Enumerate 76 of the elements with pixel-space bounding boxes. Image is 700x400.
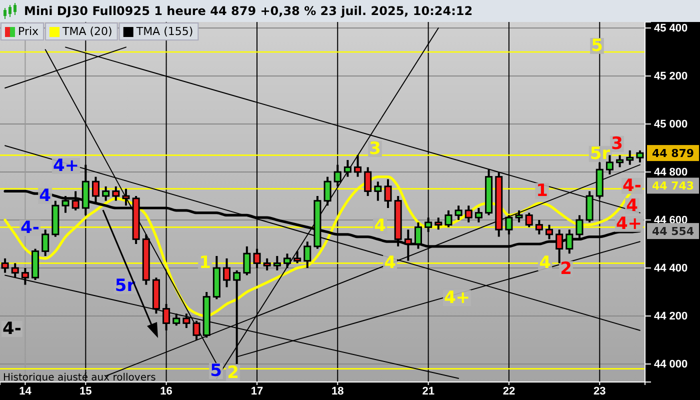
candlestick (112, 185, 120, 202)
annotation: 1 (199, 252, 211, 273)
annotation: 4+ (444, 288, 470, 308)
candlestick (454, 204, 462, 221)
candlestick (384, 178, 392, 209)
y-tick-label: 44 200 (654, 310, 688, 323)
candlestick (172, 312, 180, 327)
candlestick (576, 214, 584, 240)
candlestick (474, 207, 482, 224)
x-tick-label: 15 (80, 386, 92, 398)
candlestick (283, 252, 291, 269)
candlestick (374, 180, 382, 202)
candlestick (535, 219, 543, 236)
annotation: 4 (626, 196, 638, 216)
candlestick (464, 204, 472, 224)
x-tick-label: 16 (160, 386, 172, 398)
x-tick-label: 22 (502, 386, 516, 398)
candlestick (616, 154, 624, 168)
annotation: 5 (210, 360, 222, 381)
candlestick (102, 185, 110, 202)
chart-title: Mini DJ30 Full0925 1 heure 44 879 +0,38 % 23 juil. 2025, 10:24:12 (24, 4, 473, 18)
annotation: 4+ (52, 156, 80, 176)
candlestick (525, 212, 533, 228)
data-label: 44 743 (652, 180, 694, 193)
y-tick-label: 44 800 (654, 166, 688, 179)
candlestick (354, 154, 362, 178)
text: 44 879 (652, 146, 694, 160)
annotation: 4 (539, 252, 552, 273)
annotation: 5r (114, 276, 136, 296)
annotation: 4- (622, 176, 642, 196)
annotation: 1 (536, 180, 548, 201)
y-tick-label: 45 400 (654, 22, 688, 35)
legend-label: TMA (155) (135, 25, 194, 38)
annotation: 4 (39, 186, 52, 206)
candlestick (223, 257, 231, 288)
x-tick-label: 14 (19, 386, 32, 398)
annotation: 5r (590, 144, 611, 164)
candlestick (62, 195, 70, 214)
data-label: 44 554 (652, 224, 694, 238)
candlestick (324, 176, 332, 207)
candlestick (294, 250, 302, 264)
candlestick (192, 320, 200, 341)
y-tick-label: 45 000 (654, 118, 688, 131)
candlestick (263, 257, 271, 272)
y-tick-label: 44 400 (654, 262, 688, 275)
x-tick-label: 21 (422, 386, 434, 398)
y-tick-label: 44 000 (654, 358, 688, 371)
annotation: 4- (2, 318, 22, 339)
x-tick-label: 17 (250, 386, 264, 398)
candlestick (434, 216, 442, 231)
candlestick (182, 312, 190, 329)
candlestick (626, 149, 634, 166)
x-tick-label: 23 (594, 386, 606, 398)
candlestick (273, 255, 281, 272)
legend-label: Prix (18, 25, 40, 38)
annotation: 3 (369, 138, 381, 159)
annotation: 4 (384, 252, 396, 273)
candlestick (344, 159, 352, 178)
candlestick (42, 228, 50, 257)
candlestick (444, 209, 452, 228)
candlestick (304, 240, 312, 269)
annotation: 4- (20, 218, 40, 238)
candlestick (515, 209, 523, 224)
annotation: 5 (591, 36, 603, 56)
annotation: 2 (227, 362, 239, 383)
annotation: 3 (611, 134, 623, 154)
annotation: 4 (374, 216, 386, 236)
candlestick (364, 166, 372, 197)
candlestick (546, 224, 554, 240)
legend-label: TMA (20) (62, 25, 112, 38)
candlestick (243, 245, 251, 276)
annotation: 4+ (616, 214, 642, 234)
annotation: 2 (560, 258, 572, 279)
x-tick-label: 18 (331, 386, 344, 398)
y-tick-label: 45 200 (654, 70, 688, 83)
candlestick (636, 149, 644, 164)
